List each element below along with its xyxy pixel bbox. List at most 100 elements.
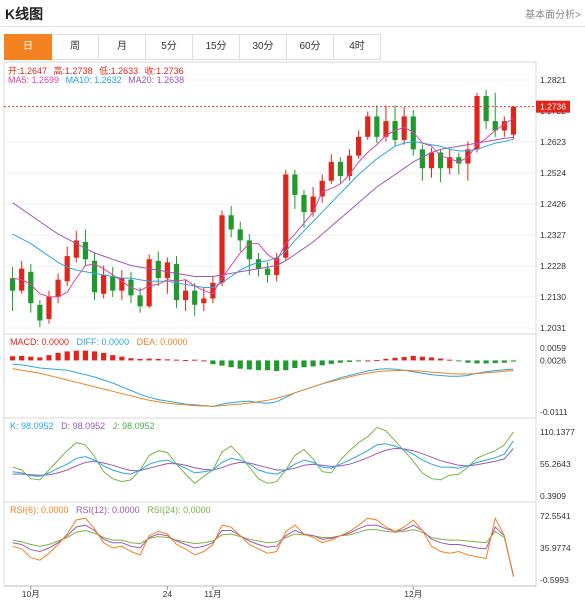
candle-body [37, 304, 43, 321]
fundamental-analysis-link[interactable]: 基本面分析> [525, 10, 581, 21]
macd-bar [474, 360, 480, 364]
candle-body [155, 260, 161, 279]
candle-body [301, 194, 307, 213]
kdj-tick-label: 0.3909 [540, 491, 566, 501]
k-value: K: 98.0952 [10, 421, 54, 431]
macd-bar [91, 351, 98, 361]
rsi6-line [12, 516, 514, 578]
macd-bar [73, 350, 79, 361]
tab-month[interactable]: 月 [99, 34, 146, 60]
period-tabs: 日 周 月 5分 15分 30分 60分 4时 [4, 34, 381, 60]
candle-body [228, 215, 234, 230]
candle-body [137, 295, 143, 307]
last-price-tag [536, 100, 570, 113]
rsi-tick-label: -0.5993 [540, 575, 569, 585]
tab-5min[interactable]: 5分 [146, 34, 193, 60]
candle-body [192, 290, 198, 305]
date-label: 11月 [204, 589, 221, 599]
candle-body [501, 121, 507, 131]
macd-diff-line [12, 363, 514, 407]
price-tick-label: 1.2426 [540, 199, 566, 209]
candle-body [319, 180, 325, 197]
macd-bar [55, 352, 61, 361]
kdj-tick-label: 55.2643 [540, 459, 571, 469]
price-tick-label: 1.2031 [540, 323, 566, 333]
macd-bar [128, 358, 134, 361]
last-price-label: 1.2736 [540, 102, 566, 112]
macd-bar [501, 360, 507, 363]
macd-bar [401, 357, 407, 361]
ma5-value: MA5: 1.2699 [8, 75, 60, 85]
macd-bar [283, 360, 289, 371]
macd-bar [182, 360, 189, 362]
low-value: 低:1.2633 [99, 66, 139, 76]
macd-bar [510, 360, 517, 362]
macd-bar [447, 359, 453, 361]
candle-body [82, 241, 89, 260]
tab-4hour[interactable]: 4时 [334, 34, 381, 60]
macd-bar [82, 350, 89, 361]
macd-bar [346, 360, 353, 362]
macd-bar [119, 356, 125, 361]
price-tick-label: 1.2821 [540, 75, 566, 85]
candle-body [73, 240, 79, 258]
header-bar: K线图 基本面分析> [0, 0, 585, 27]
candle-body [255, 259, 262, 269]
candle-body [365, 116, 371, 137]
candle-body [164, 262, 170, 279]
macd-bar [201, 360, 207, 362]
price-tick-label: 1.2228 [540, 261, 566, 271]
rsi-tick-label: 35.9774 [540, 543, 571, 553]
macd-bar [46, 355, 52, 361]
tab-day[interactable]: 日 [4, 34, 52, 60]
macd-bar [365, 360, 371, 362]
macd-bar [419, 356, 425, 361]
macd-bar [110, 355, 116, 361]
macd-bar [437, 358, 444, 361]
price-tick-label: 1.2524 [540, 168, 566, 178]
tab-30min[interactable]: 30分 [240, 34, 287, 60]
candle-body [182, 290, 189, 301]
candle-body [146, 259, 152, 307]
candle-body [456, 157, 462, 164]
candle-body [210, 282, 216, 299]
candle-body [374, 116, 380, 137]
tab-15min[interactable]: 15分 [193, 34, 240, 60]
candle-body [483, 96, 489, 122]
candle-body [9, 278, 16, 291]
ma5-line [12, 117, 514, 298]
candle-body [119, 278, 125, 291]
macd-bar [428, 357, 435, 361]
macd-bar [274, 360, 280, 371]
macd-bar [337, 360, 344, 363]
open-value: 开:1.2647 [8, 66, 48, 76]
ma10-line [12, 138, 514, 288]
macd-bar [164, 359, 170, 361]
kdj-tick-label: 110.1377 [540, 427, 575, 437]
diff-value: DIFF: 0.0000 [76, 337, 130, 347]
rsi6-value: RSI(6): 0.0000 [10, 505, 69, 515]
tab-60min[interactable]: 60分 [287, 34, 334, 60]
macd-bar [9, 356, 16, 361]
kdj-j-line [12, 426, 514, 485]
macd-bar [210, 360, 216, 365]
candle-body [55, 279, 61, 297]
rsi-tick-label: 72.5541 [540, 511, 571, 521]
tab-week[interactable]: 周 [52, 34, 99, 60]
macd-bar [456, 360, 462, 362]
ma10-value: MA10: 1.2632 [65, 75, 122, 85]
macd-bar [64, 351, 70, 361]
macd-bar [492, 360, 498, 364]
page-title: K线图 [5, 6, 44, 22]
candle-body [91, 260, 98, 293]
candle-body [310, 196, 316, 213]
ma-info: MA5: 1.2699 MA10: 1.2632 MA20: 1.2638 [8, 75, 188, 85]
candle-body [419, 149, 425, 169]
macd-bar [101, 352, 107, 361]
rsi24-value: RSI(24): 0.0000 [147, 505, 211, 515]
macd-bar [19, 355, 25, 361]
candle-body [428, 152, 435, 169]
macd-bar [465, 360, 471, 363]
candle-body [264, 268, 271, 275]
